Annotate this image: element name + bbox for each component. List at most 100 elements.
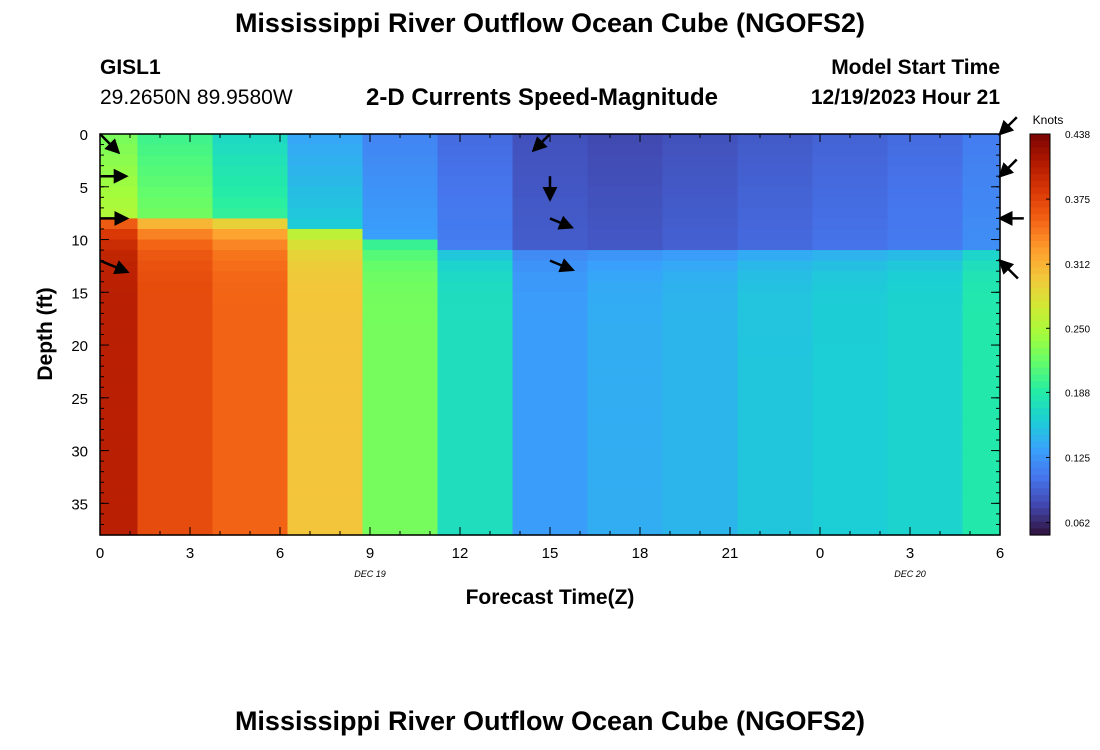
- heatmap-cell: [137, 471, 214, 483]
- heatmap-cell: [437, 450, 514, 462]
- heatmap-cell: [287, 302, 364, 314]
- heatmap-cell: [362, 144, 439, 156]
- heatmap-cell: [887, 292, 964, 304]
- heatmap-cell: [100, 471, 139, 483]
- heatmap-cell: [100, 397, 139, 409]
- heatmap-cell: [512, 376, 589, 388]
- heatmap-cell: [587, 471, 664, 483]
- heatmap-cell: [362, 366, 439, 378]
- heatmap-cell: [587, 376, 664, 388]
- x-tick-label: 12: [452, 545, 469, 562]
- heatmap-cell: [100, 250, 139, 262]
- heatmap-cell: [662, 313, 739, 325]
- heatmap-cell: [362, 176, 439, 188]
- heatmap-cell: [887, 186, 964, 198]
- heatmap-cell: [662, 387, 739, 399]
- heatmap-cell: [737, 387, 814, 399]
- heatmap-cell: [812, 355, 889, 367]
- heatmap-cell: [662, 397, 739, 409]
- heatmap-cell: [362, 186, 439, 198]
- colorbar-step: [1030, 207, 1050, 215]
- heatmap-cell: [512, 408, 589, 420]
- heatmap-cell: [212, 165, 289, 177]
- heatmap-cell: [587, 323, 664, 336]
- heatmap-cell: [737, 134, 814, 146]
- colorbar-step: [1030, 528, 1050, 536]
- heatmap-cell: [962, 503, 1001, 515]
- heatmap-cell: [212, 218, 289, 230]
- heatmap-cell: [137, 155, 214, 167]
- heatmap-cell: [962, 429, 1001, 441]
- heatmap-cell: [587, 440, 664, 452]
- heatmap-cell: [887, 461, 964, 473]
- heatmap-cell: [812, 418, 889, 431]
- heatmap-cell: [962, 302, 1001, 314]
- heatmap-cell: [962, 408, 1001, 420]
- heatmap-cell: [887, 218, 964, 230]
- colorbar-step: [1030, 354, 1050, 362]
- colorbar-step: [1030, 307, 1050, 316]
- x-axis-label: Forecast Time(Z): [466, 586, 635, 609]
- heatmap-cell: [437, 323, 514, 336]
- colorbar-step: [1030, 267, 1050, 275]
- heatmap-cell: [137, 313, 214, 325]
- heatmap-cell: [100, 418, 139, 431]
- heatmap-cell: [100, 408, 139, 420]
- heatmap-cell: [812, 429, 889, 441]
- heatmap-cell: [887, 366, 964, 378]
- heatmap-cell: [962, 334, 1001, 346]
- heatmap-cell: [962, 218, 1001, 230]
- heatmap-cell: [437, 239, 514, 251]
- heatmap-cell: [662, 165, 739, 177]
- heatmap-plot: 0 3 6 9 12 15 18 21 0 3 6 DEC 19 DEC 20 0 5 10 15 20 25 30…: [34, 113, 1090, 609]
- heatmap-cell: [887, 513, 964, 526]
- heatmap-cell: [212, 250, 289, 262]
- heatmap-cell: [887, 197, 964, 209]
- heatmap-cell: [137, 144, 214, 156]
- heatmap-cell: [362, 513, 439, 526]
- x-tick-label: 15: [542, 545, 559, 562]
- heatmap-cell: [100, 355, 139, 367]
- heatmap-cell: [362, 345, 439, 357]
- colorbar-step: [1030, 154, 1050, 162]
- heatmap-cell: [587, 197, 664, 209]
- heatmap-cell: [362, 429, 439, 441]
- heatmap-cell: [887, 492, 964, 504]
- heatmap-cell: [887, 155, 964, 167]
- heatmap-cell: [662, 197, 739, 209]
- heatmap-cell: [662, 345, 739, 357]
- heatmap-cell: [887, 323, 964, 336]
- heatmap-cell: [362, 228, 439, 241]
- heatmap-cell: [287, 461, 364, 473]
- colorbar-step: [1030, 134, 1050, 142]
- heatmap-cell: [362, 376, 439, 388]
- colorbar-step: [1030, 341, 1050, 349]
- heatmap-cell: [287, 271, 364, 283]
- colorbar-step: [1030, 321, 1050, 329]
- heatmap-cell: [137, 239, 214, 251]
- heatmap-cell: [587, 524, 664, 536]
- y-axis: 0 5 10 15 20 25 30 35: [71, 127, 1000, 525]
- y-tick-label: 30: [71, 444, 88, 461]
- heatmap-cell: [512, 323, 589, 336]
- heatmap-cell: [137, 524, 214, 536]
- heatmap-cell: [962, 524, 1001, 536]
- heatmap-cell: [887, 387, 964, 399]
- heatmap-cell: [737, 250, 814, 262]
- heatmap-cell: [362, 397, 439, 409]
- heatmap-cell: [737, 281, 814, 293]
- heatmap-cell: [437, 513, 514, 526]
- heatmap-cell: [362, 239, 439, 251]
- heatmap-cell: [737, 397, 814, 409]
- heatmap-cell: [887, 250, 964, 262]
- heatmap-cell: [137, 492, 214, 504]
- heatmap-cell: [737, 176, 814, 188]
- heatmap-cell: [437, 218, 514, 230]
- heatmap-cell: [437, 503, 514, 515]
- colorbar-step: [1030, 401, 1050, 409]
- heatmap-cell: [662, 155, 739, 167]
- heatmap-cell: [662, 355, 739, 367]
- heatmap-cell: [662, 323, 739, 336]
- heatmap-cell: [362, 387, 439, 399]
- heatmap-cell: [100, 271, 139, 283]
